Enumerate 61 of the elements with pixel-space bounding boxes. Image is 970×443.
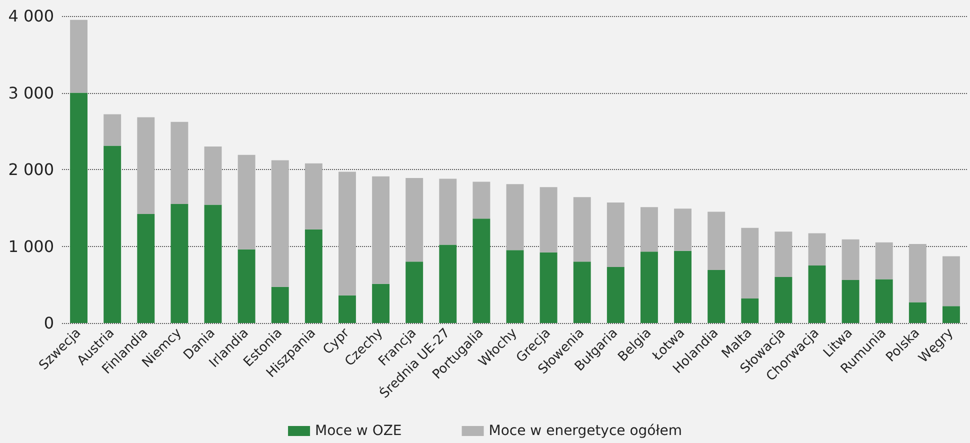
bar	[774, 232, 792, 277]
bar	[70, 20, 88, 93]
legend-label: Moce w energetyce ogółem	[488, 423, 682, 439]
bar	[908, 302, 926, 323]
bar	[137, 214, 155, 323]
bar	[271, 286, 289, 323]
y-tick-label: 2 000	[8, 160, 54, 179]
bar	[640, 207, 658, 252]
bar	[606, 266, 624, 323]
bar	[606, 202, 624, 267]
bar	[204, 204, 222, 323]
bar	[942, 306, 960, 323]
bar	[640, 252, 658, 323]
bar	[708, 212, 726, 270]
bar	[238, 154, 256, 250]
bar	[372, 176, 390, 284]
bar	[170, 122, 188, 204]
bar	[506, 250, 524, 323]
bar	[708, 270, 726, 323]
bar	[104, 114, 122, 146]
bar	[204, 146, 222, 205]
bar	[304, 163, 322, 230]
y-tick-label: 0	[44, 314, 54, 332]
bar	[104, 146, 122, 323]
bar	[439, 178, 457, 245]
bar	[472, 182, 490, 219]
bar	[372, 284, 390, 323]
bar	[70, 92, 88, 323]
bar	[741, 298, 759, 323]
bar	[238, 249, 256, 323]
bar	[573, 262, 591, 323]
bar	[406, 178, 424, 262]
bar	[774, 276, 792, 323]
y-tick-label: 1 000	[8, 236, 54, 256]
bar	[808, 265, 826, 323]
bar	[842, 280, 860, 323]
bar	[808, 233, 826, 266]
bar	[338, 295, 356, 323]
bar	[842, 239, 860, 280]
bar	[942, 256, 960, 306]
y-tick-label: 4 000	[8, 6, 54, 26]
bar	[271, 160, 289, 287]
bar	[674, 250, 692, 323]
bar	[472, 218, 490, 323]
bar	[741, 228, 759, 298]
bar	[875, 242, 893, 280]
bar	[137, 117, 155, 214]
bar	[540, 187, 558, 252]
y-tick-label: 3 000	[8, 83, 54, 102]
bar	[573, 197, 591, 262]
bar	[170, 204, 188, 323]
bar	[875, 279, 893, 323]
legend-label: Moce w OZE	[315, 423, 402, 439]
bar	[406, 262, 424, 323]
bar	[506, 184, 524, 250]
bar	[338, 172, 356, 296]
bar	[439, 244, 457, 323]
bar	[304, 229, 322, 323]
bar	[674, 208, 692, 251]
bar	[540, 252, 558, 323]
bar	[908, 244, 926, 302]
